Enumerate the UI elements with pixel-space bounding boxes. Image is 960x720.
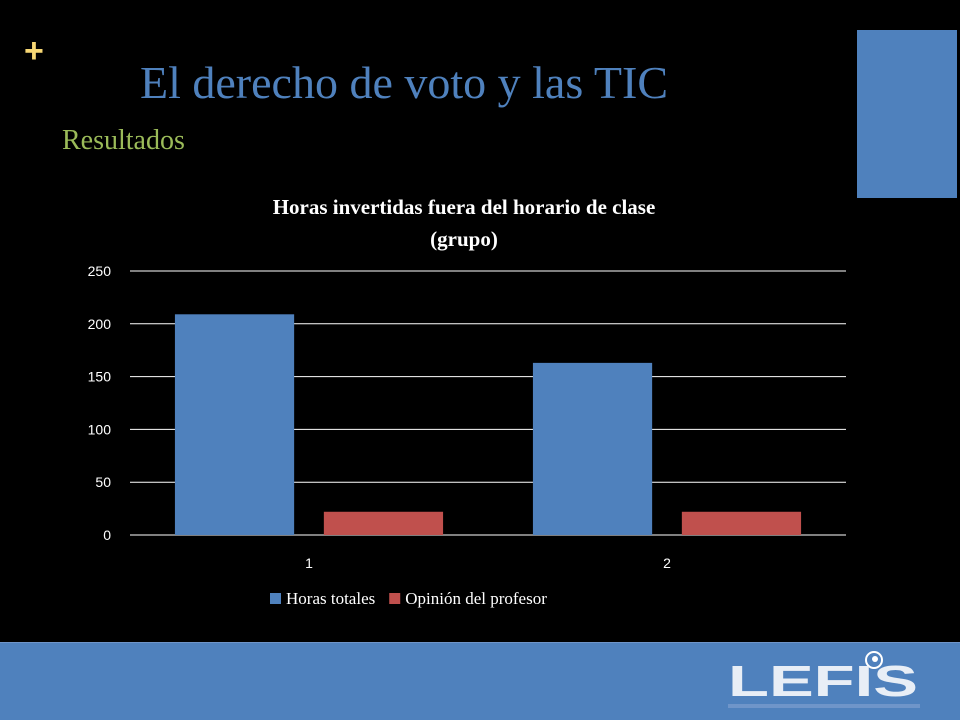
bar-1-1: [681, 511, 802, 535]
y-tick-label: 150: [88, 369, 112, 385]
y-tick-label: 250: [88, 263, 112, 279]
y-tick-label: 100: [88, 421, 112, 437]
x-tick-label: 2: [663, 555, 671, 571]
lefis-logo: LEFIS: [728, 651, 920, 708]
legend-label-0: Horas totales: [286, 589, 375, 608]
accent-block: [857, 30, 957, 198]
y-tick-label: 0: [103, 527, 111, 543]
y-tick-label: 50: [95, 474, 111, 490]
bars: [174, 314, 802, 535]
legend-swatch-0: [270, 593, 281, 604]
y-tick-label: 200: [88, 316, 112, 332]
chart-title-line-2: (grupo): [430, 227, 498, 251]
legend: Horas totales Opinión del profesor: [270, 589, 547, 608]
legend-label-1: Opinión del profesor: [405, 589, 547, 608]
bar-0-0: [174, 314, 295, 535]
legend-swatch-1: [389, 593, 401, 604]
chart: Horas invertidas fuera del horario de cl…: [88, 195, 846, 608]
slide-title: El derecho de voto y las TIC: [140, 57, 669, 108]
x-tick-label: 1: [305, 555, 313, 571]
plus-icon: +: [24, 32, 44, 70]
chart-title-line-1: Horas invertidas fuera del horario de cl…: [273, 195, 656, 219]
logo-lettering: LEFIS: [728, 657, 918, 706]
slide-subtitle: Resultados: [62, 125, 185, 156]
bar-0-1: [323, 511, 444, 535]
bar-1-0: [532, 362, 653, 535]
y-axis-ticks: 0 50 100 150 200 250: [88, 263, 112, 543]
